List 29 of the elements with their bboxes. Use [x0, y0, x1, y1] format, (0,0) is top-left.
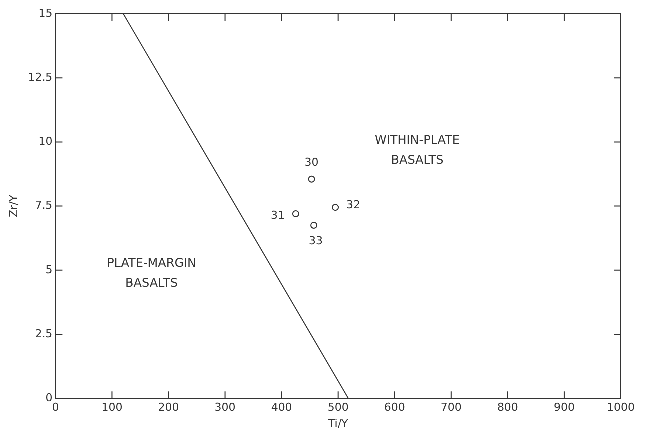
x-tick-label: 400: [271, 401, 292, 414]
x-tick-label: 700: [440, 401, 462, 414]
x-tick-label: 600: [384, 401, 406, 414]
point: [310, 222, 318, 230]
annotation: 33: [309, 234, 324, 248]
x-tick-label: 1000: [607, 401, 635, 414]
y-tick-label: 12.5: [28, 70, 53, 84]
y-tick-label: 10: [38, 135, 53, 148]
x-tick-label: 100: [102, 401, 123, 414]
annotation: WITHIN-PLATE BASALTS: [374, 133, 460, 168]
y-tick-label: 0: [46, 391, 53, 404]
x-tick-label: 500: [328, 401, 349, 414]
point: [308, 176, 316, 183]
y-tick-label: 15: [38, 6, 53, 20]
annotation: 31: [270, 208, 285, 222]
annotation: 30: [304, 156, 319, 170]
y-axis-title: Zr/Y: [7, 194, 20, 218]
annotation: 32: [346, 198, 361, 212]
point: [332, 204, 340, 212]
y-tick-label: 5: [46, 263, 53, 276]
y-tick-label: 2.5: [35, 327, 53, 340]
x-tick-label: 300: [214, 401, 236, 414]
annotation: PLATE-MARGIN BASALTS: [107, 256, 197, 290]
x-axis-title: Ti/Y: [327, 417, 349, 430]
x-tick-label: 800: [497, 401, 518, 414]
x-tick-label: 200: [158, 401, 180, 414]
y-tick-label: 7.5: [35, 199, 53, 212]
point: [292, 210, 300, 218]
x-tick-label: 900: [554, 401, 575, 414]
